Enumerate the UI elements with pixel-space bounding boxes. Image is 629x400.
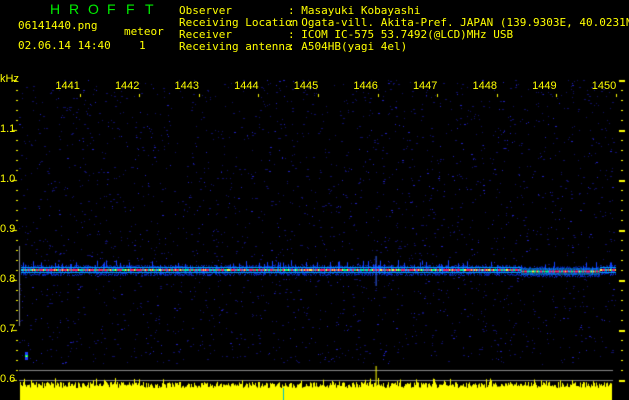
x-tick-label: 1448 <box>472 80 498 92</box>
antenna-label: Receiving antenna <box>179 40 292 53</box>
x-tick-label: 1442 <box>114 80 140 92</box>
y-tick-label: 0.7 <box>0 323 16 335</box>
x-tick-label: 1443 <box>174 80 200 92</box>
antenna-value: : A504HB(yagi 4el) <box>288 40 408 53</box>
x-tick-label: 1445 <box>293 80 319 92</box>
title-letter: F <box>107 1 116 17</box>
title-letter: T <box>145 1 154 17</box>
title-letter: R <box>69 1 80 17</box>
x-tick-label: 1447 <box>412 80 438 92</box>
observer-label: Observer <box>179 4 232 17</box>
x-tick-label: 1450 <box>591 80 617 92</box>
receiver-value: : ICOM IC-575 53.7492(@LCD)MHz USB <box>288 28 514 41</box>
y-tick-label: 0.8 <box>0 273 16 285</box>
location-label: Receiving Location <box>179 16 299 29</box>
file-name: 06141440.png <box>18 19 98 32</box>
observer-value: : Masayuki Kobayashi <box>288 4 421 17</box>
receiver-label: Receiver <box>179 28 232 41</box>
y-tick-label: 1.0 <box>0 173 16 185</box>
y-axis-label: kHz <box>0 73 19 85</box>
y-tick-label: 0.9 <box>0 223 16 235</box>
x-tick-label: 1449 <box>532 80 557 92</box>
meteor-label: meteor <box>124 25 164 38</box>
x-tick-label: 1446 <box>353 80 378 92</box>
x-tick-label: 1444 <box>234 80 259 92</box>
title-letter: F <box>126 1 135 17</box>
y-tick-label: 0.6 <box>0 373 16 385</box>
title-letter: O <box>88 1 99 17</box>
title-letter: H <box>50 1 61 17</box>
y-tick-label: 1.1 <box>0 123 16 135</box>
date-time: 02.06.14 14:40 <box>18 39 111 52</box>
location-value: : Ogata-vill. Akita-Pref. JAPAN (139.930… <box>288 16 629 29</box>
x-tick-label: 1441 <box>55 80 80 92</box>
meteor-count: 1 <box>139 39 146 52</box>
